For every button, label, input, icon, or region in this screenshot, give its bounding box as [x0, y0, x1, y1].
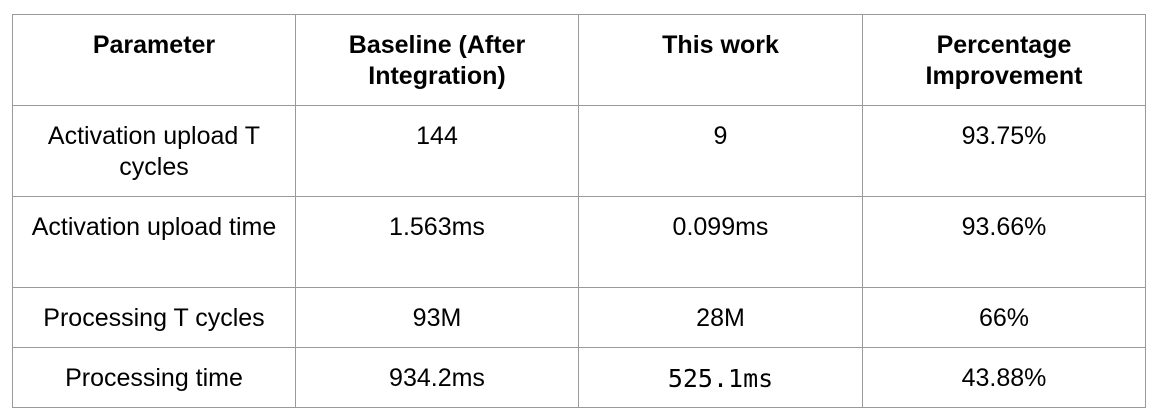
- cell-baseline: 144: [295, 105, 579, 197]
- cell-improvement: 93.66%: [862, 196, 1146, 288]
- cell-this-work: 28M: [578, 287, 863, 348]
- header-percentage-improvement: Percentage Improvement: [862, 14, 1146, 106]
- cell-baseline: 1.563ms: [295, 196, 579, 288]
- cell-improvement: 43.88%: [862, 347, 1146, 408]
- cell-this-work: 0.099ms: [578, 196, 863, 288]
- results-table: Parameter Baseline (After Integration) T…: [12, 14, 1146, 408]
- table-row: Activation upload T cycles 144 9 93.75%: [12, 105, 1146, 197]
- cell-baseline: 93M: [295, 287, 579, 348]
- header-baseline: Baseline (After Integration): [295, 14, 579, 106]
- table-row: Processing time 934.2ms 525.1ms 43.88%: [12, 347, 1146, 408]
- table-header-row: Parameter Baseline (After Integration) T…: [12, 14, 1146, 106]
- table-row: Activation upload time 1.563ms 0.099ms 9…: [12, 196, 1146, 288]
- header-parameter: Parameter: [12, 14, 296, 106]
- cell-parameter: Processing T cycles: [12, 287, 296, 348]
- header-this-work: This work: [578, 14, 863, 106]
- cell-this-work: 9: [578, 105, 863, 197]
- cell-improvement: 93.75%: [862, 105, 1146, 197]
- cell-baseline: 934.2ms: [295, 347, 579, 408]
- cell-parameter: Activation upload time: [12, 196, 296, 288]
- cell-improvement: 66%: [862, 287, 1146, 348]
- cell-this-work: 525.1ms: [578, 347, 863, 408]
- cell-parameter: Processing time: [12, 347, 296, 408]
- cell-parameter: Activation upload T cycles: [12, 105, 296, 197]
- table-row: Processing T cycles 93M 28M 66%: [12, 287, 1146, 348]
